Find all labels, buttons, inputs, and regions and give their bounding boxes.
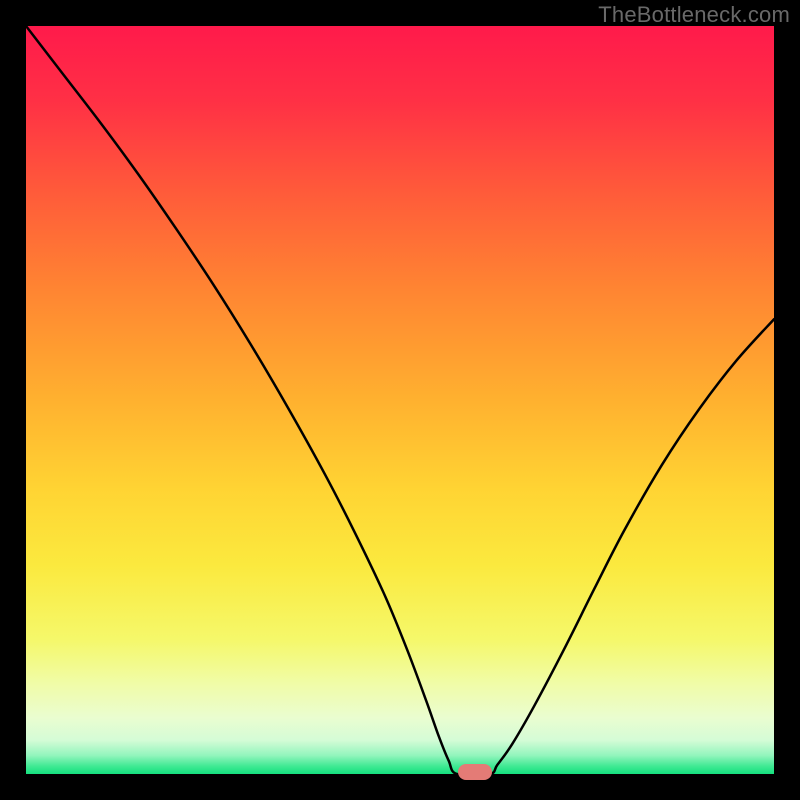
chart-frame: TheBottleneck.com [0,0,800,800]
watermark-text: TheBottleneck.com [598,2,790,28]
bottleneck-curve [26,26,774,774]
optimum-marker [458,764,492,780]
plot-area [26,26,774,774]
